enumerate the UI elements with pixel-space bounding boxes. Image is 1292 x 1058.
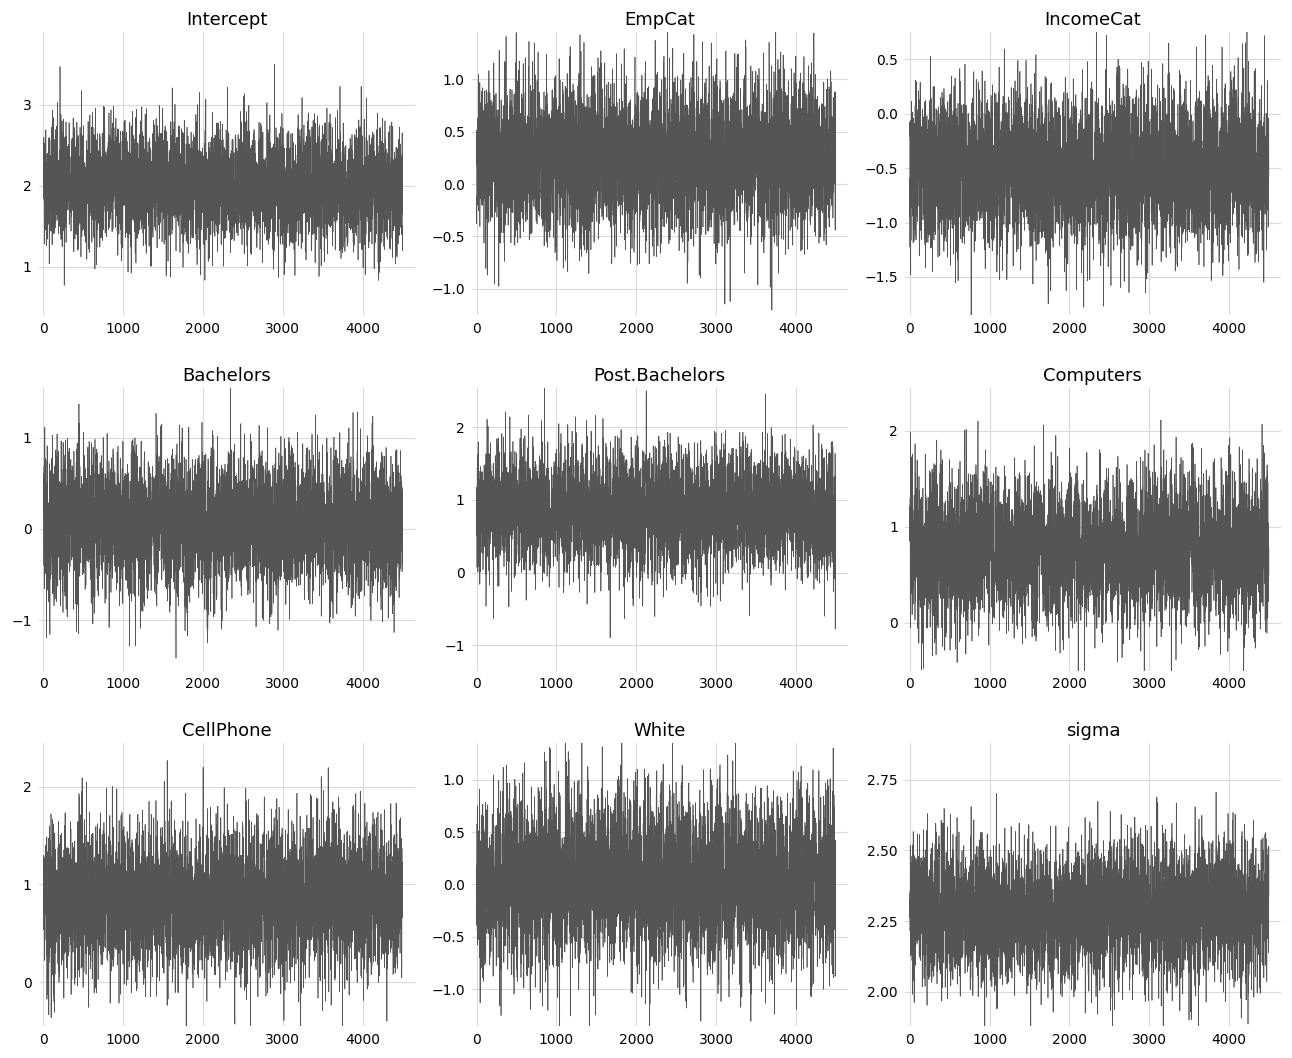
Title: White: White <box>633 722 686 740</box>
Title: CellPhone: CellPhone <box>182 722 271 740</box>
Title: Post.Bachelors: Post.Bachelors <box>593 366 726 384</box>
Title: Computers: Computers <box>1044 366 1142 384</box>
Title: EmpCat: EmpCat <box>624 12 695 30</box>
Title: Intercept: Intercept <box>186 12 267 30</box>
Title: Bachelors: Bachelors <box>182 366 271 384</box>
Title: IncomeCat: IncomeCat <box>1044 12 1141 30</box>
Title: sigma: sigma <box>1066 722 1120 740</box>
